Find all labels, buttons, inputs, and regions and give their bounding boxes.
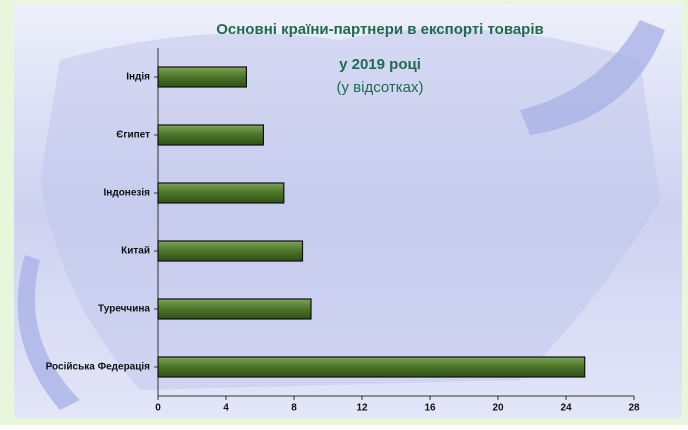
chart-subtitle: (у відсотках) (337, 79, 424, 96)
y-tick-label: Китай (121, 246, 150, 257)
x-tick-label: 16 (424, 403, 436, 414)
y-tick-label: Індія (126, 72, 150, 83)
x-tick-label: 8 (291, 403, 297, 414)
x-tick-label: 28 (628, 403, 640, 414)
y-tick-label: Російська Федерація (46, 362, 151, 373)
x-tick-label: 12 (356, 403, 368, 414)
bar (158, 241, 303, 261)
bar (158, 183, 284, 203)
x-tick-label: 4 (223, 403, 229, 414)
bar (158, 299, 311, 319)
bar (158, 357, 585, 377)
chart: Основні країни-партнери в експорті товар… (0, 0, 688, 425)
y-tick-label: Індонезія (104, 188, 151, 199)
x-tick-label: 20 (492, 403, 504, 414)
chart-title: Основні країни-партнери в експорті товар… (216, 21, 544, 38)
bar (158, 67, 246, 87)
x-tick-label: 24 (560, 403, 572, 414)
y-tick-label: Єгипет (116, 130, 150, 141)
y-tick-label: Туреччина (98, 304, 150, 315)
chart-title: у 2019 році (339, 56, 421, 73)
bar (158, 125, 263, 145)
x-tick-label: 0 (155, 403, 161, 414)
